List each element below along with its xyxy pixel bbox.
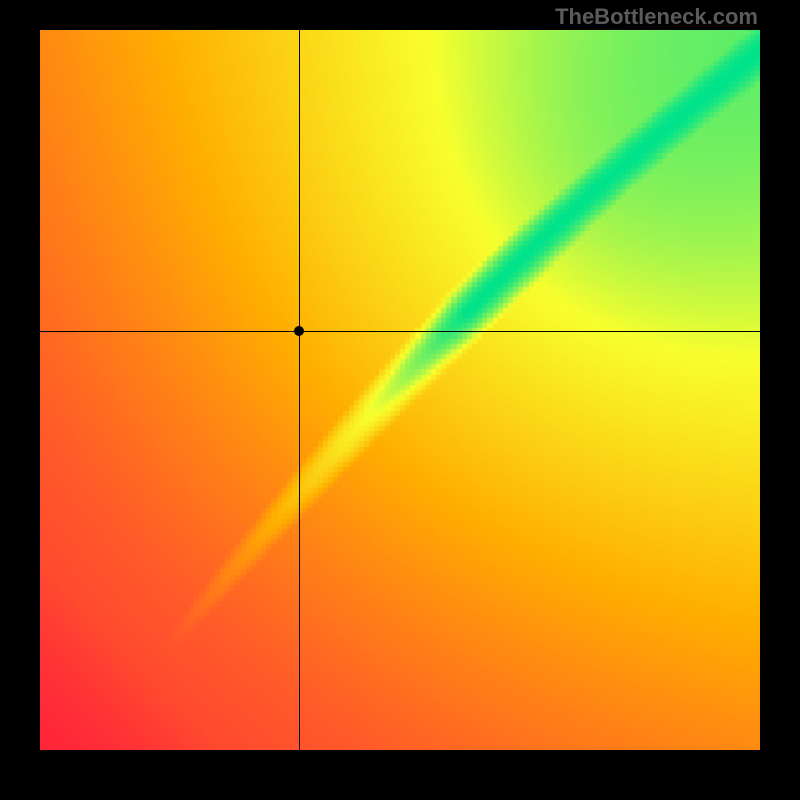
crosshair-horizontal [40,331,760,332]
crosshair-vertical [299,30,300,750]
chart-container: TheBottleneck.com [0,0,800,800]
watermark-text: TheBottleneck.com [555,4,758,30]
heatmap-canvas [40,30,760,750]
plot-area [40,30,760,750]
